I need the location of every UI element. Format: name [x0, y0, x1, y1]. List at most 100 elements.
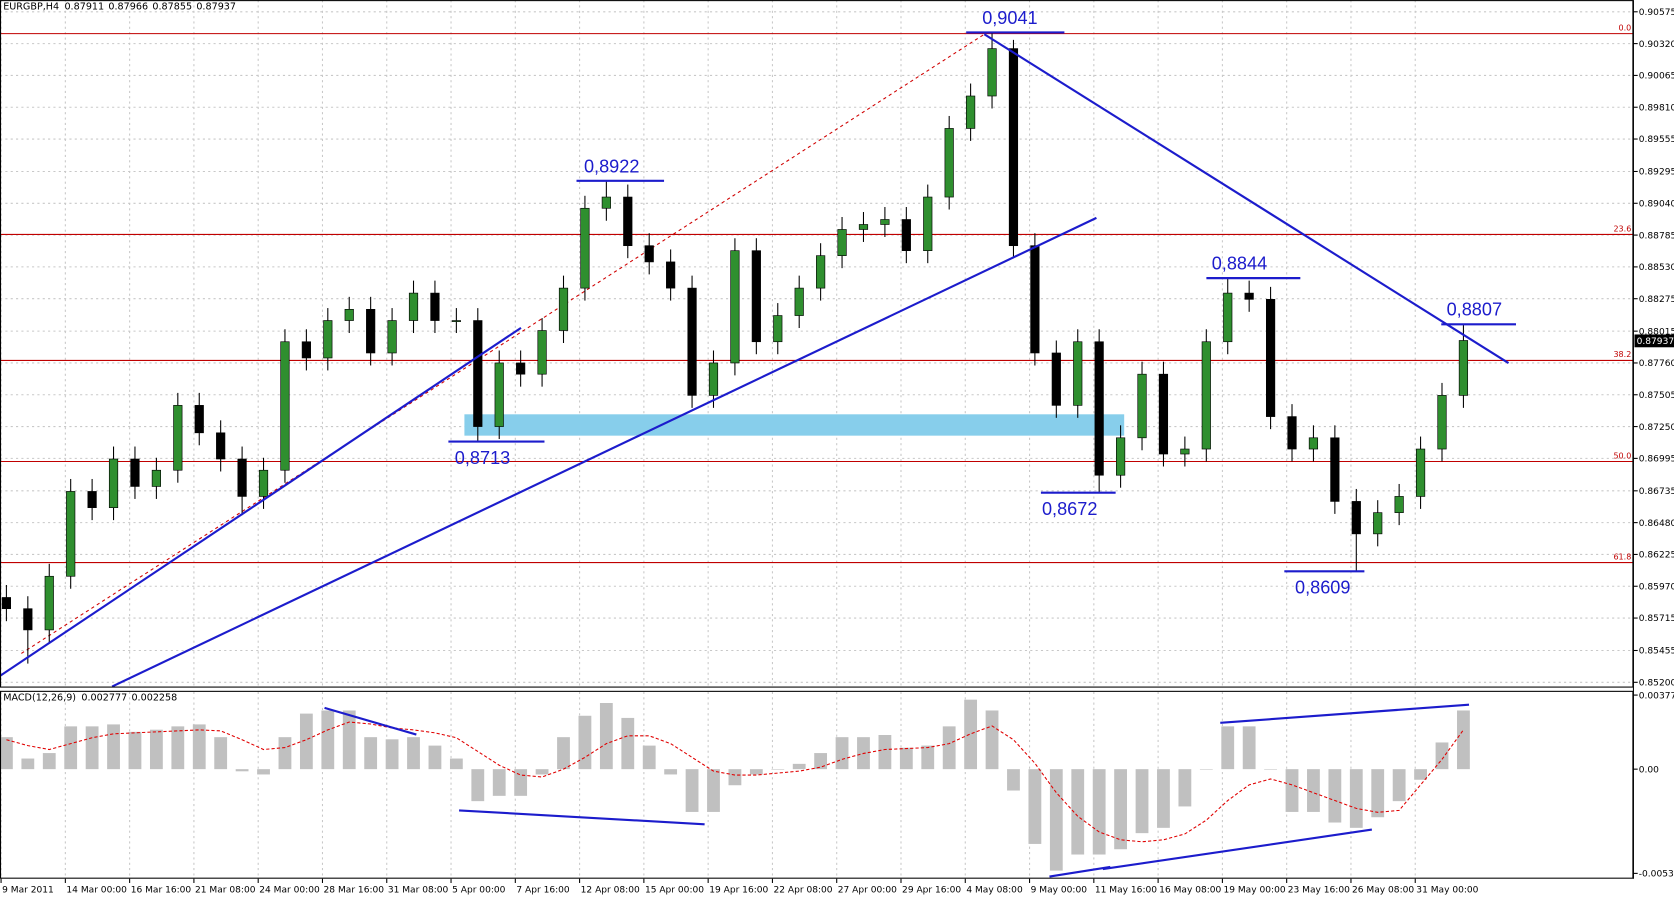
candle-body [794, 287, 804, 316]
x-tick-label: 31 Mar 08:00 [388, 886, 449, 896]
y-tick-label: 0.00 [1639, 765, 1659, 775]
x-tick-label: 12 Apr 08:00 [581, 886, 640, 896]
macd-bar [964, 699, 978, 770]
support-zone [464, 414, 1125, 436]
candle-body [1116, 437, 1126, 476]
macd-bar [235, 769, 249, 772]
macd-bar [0, 737, 13, 770]
macd-bar [1307, 769, 1320, 812]
candle-body [1030, 245, 1040, 354]
y-tick-label: 0.86480 [1639, 519, 1674, 529]
macd-bar [642, 745, 656, 770]
y-tick-label: 0.90575 [1639, 8, 1674, 18]
macd-bar [1092, 769, 1106, 855]
y-tick-label: 0.85200 [1639, 679, 1674, 689]
candle-body [1437, 395, 1447, 450]
macd-header: MACD(12,26,9) 0.002777 0.002258 [3, 692, 177, 703]
price-annotation: 0,8807 [1447, 300, 1502, 320]
candle-body [1137, 373, 1147, 439]
macd-bar [342, 710, 356, 770]
y-tick-label: 0.003774 [1639, 691, 1674, 701]
macd-bar [1392, 769, 1406, 802]
x-tick-label: 29 Apr 16:00 [902, 886, 961, 896]
candle-body [1415, 448, 1426, 497]
y-tick-label: 0.89040 [1639, 199, 1674, 209]
macd-bar [621, 717, 635, 770]
candle-body [1180, 448, 1190, 455]
y-tick-label: 0.88785 [1639, 231, 1674, 241]
macd-bar [21, 758, 35, 770]
x-tick-label: 26 May 08:00 [1352, 886, 1414, 896]
candle-body [1201, 341, 1211, 450]
candle-body [537, 330, 547, 375]
candle-body [237, 458, 247, 497]
candle-body [216, 432, 226, 460]
y-tick-label: 0.89810 [1639, 103, 1674, 113]
candle-body [323, 320, 333, 359]
macd-bar [1221, 726, 1235, 770]
x-tick-label: 19 May 00:00 [1223, 886, 1285, 896]
candle-body [1158, 373, 1169, 455]
macd-bar [1071, 769, 1085, 855]
candle-body [858, 224, 869, 230]
macd-bar [749, 769, 763, 775]
y-tick-label: 0.86995 [1639, 455, 1674, 465]
price-annotation: 0,8609 [1295, 578, 1350, 598]
macd-bar [599, 703, 613, 770]
candle-body [87, 491, 97, 508]
trend-line [111, 216, 1097, 688]
candle-body [1244, 292, 1254, 300]
trend-lines [0, 33, 1510, 878]
x-tick-label: 23 May 16:00 [1288, 886, 1350, 896]
candle-body [1094, 341, 1104, 476]
y-tick-label: 0.89295 [1639, 168, 1674, 178]
candle-body [280, 341, 290, 471]
x-tick-label: 16 Mar 16:00 [131, 886, 192, 896]
candle-body [1351, 501, 1361, 535]
candle-body [301, 341, 311, 359]
price-annotation: 0,8713 [455, 448, 510, 468]
fib-label: 0.0 [1619, 23, 1632, 32]
macd-bar [149, 729, 163, 770]
y-tick-label: 0.87250 [1639, 423, 1674, 433]
macd-bar [1178, 769, 1192, 807]
x-tick-label: 22 Apr 08:00 [773, 886, 832, 896]
candle-body [1, 597, 11, 610]
macd-bar [985, 710, 999, 770]
y-tick-label: 0.85970 [1639, 582, 1674, 592]
trend-line [0, 326, 522, 677]
macd-bar [792, 763, 806, 770]
candle-body [816, 255, 826, 289]
macd-bar [1414, 769, 1427, 780]
macd-bar [771, 769, 785, 770]
macd-bar [728, 769, 742, 786]
fib-label: 38.2 [1613, 350, 1631, 359]
candle-body [751, 250, 761, 343]
candle-body [623, 196, 633, 247]
macd-bar [364, 737, 378, 770]
candle-body [258, 469, 269, 497]
candle-body [66, 491, 76, 577]
bar-high: 0.87966 [108, 2, 148, 13]
candle-body [730, 250, 740, 364]
macd-bar [1328, 769, 1342, 823]
y-tick-label: 0.88530 [1639, 263, 1674, 273]
candle-body [516, 362, 526, 375]
x-tick-label: 16 May 08:00 [1159, 886, 1221, 896]
macd-bar [214, 737, 228, 770]
macd-title: MACD(12,26,9) [3, 692, 76, 703]
fib-label: 61.8 [1613, 552, 1631, 561]
candle-body [494, 362, 504, 427]
x-tick-label: 15 Apr 00:00 [645, 886, 704, 896]
x-tick-label: 21 Mar 08:00 [195, 886, 256, 896]
macd-bar [85, 726, 99, 770]
candle-body [987, 48, 997, 97]
candle-body [23, 608, 33, 631]
current-price-box [1634, 334, 1674, 348]
candle-body [408, 292, 419, 321]
macd-value: 0.002777 [81, 692, 127, 703]
candle-body [966, 95, 976, 129]
x-tick-label: 7 Apr 16:00 [516, 886, 570, 896]
y-tick-label: 0.90320 [1639, 40, 1674, 50]
